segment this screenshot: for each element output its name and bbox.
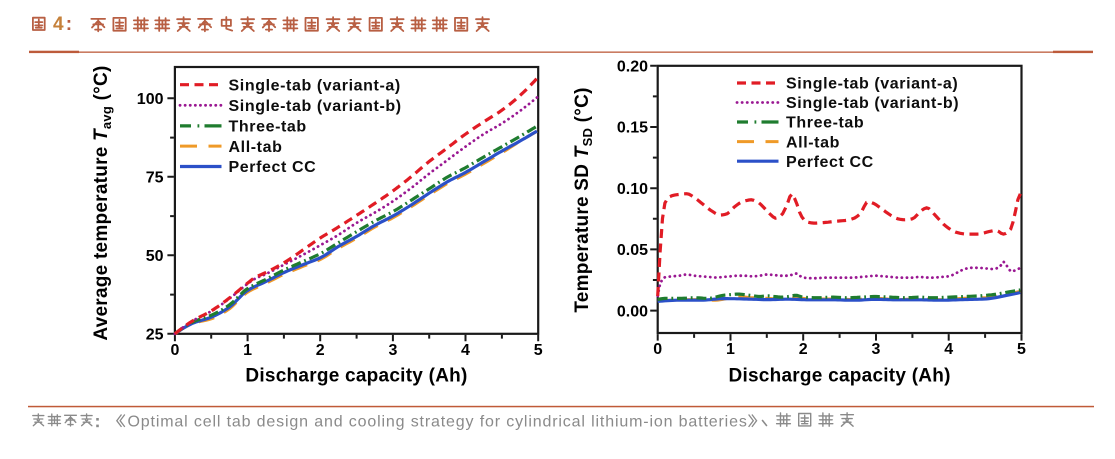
svg-text:Single-tab (variant-a): Single-tab (variant-a) <box>229 77 401 94</box>
svg-text:Single-tab (variant-a): Single-tab (variant-a) <box>786 76 958 93</box>
svg-text:All-tab: All-tab <box>229 139 283 156</box>
svg-text:Optimal cell tab design and co: Optimal cell tab design and cooling stra… <box>128 413 748 430</box>
svg-text:0.15: 0.15 <box>617 120 648 137</box>
svg-text:0: 0 <box>170 342 179 359</box>
svg-text:0.05: 0.05 <box>617 242 648 259</box>
svg-text:1: 1 <box>726 341 735 358</box>
svg-text:2: 2 <box>799 341 808 358</box>
svg-text:Single-tab (variant-b): Single-tab (variant-b) <box>229 98 402 115</box>
svg-text:0.20: 0.20 <box>617 59 648 76</box>
svg-text:5: 5 <box>534 342 543 359</box>
svg-text:75: 75 <box>146 170 164 187</box>
svg-text:0: 0 <box>653 341 662 358</box>
svg-text:Temperature SD TSD (°C): Temperature SD TSD (°C) <box>572 87 595 312</box>
svg-text:25: 25 <box>146 327 164 344</box>
svg-text:Discharge capacity (Ah): Discharge capacity (Ah) <box>728 365 950 386</box>
svg-text:5: 5 <box>1017 341 1026 358</box>
svg-text:4: 4 <box>461 342 470 359</box>
svg-text:Perfect CC: Perfect CC <box>786 154 874 171</box>
svg-text:Single-tab (variant-b): Single-tab (variant-b) <box>786 95 959 112</box>
svg-text:0.00: 0.00 <box>617 303 648 320</box>
svg-text:Discharge capacity (Ah): Discharge capacity (Ah) <box>245 365 467 386</box>
svg-text::: : <box>66 14 72 35</box>
svg-text:4: 4 <box>944 341 953 358</box>
svg-text:50: 50 <box>146 248 164 265</box>
svg-text:All-tab: All-tab <box>786 134 840 151</box>
svg-text:Three-tab: Three-tab <box>786 115 864 132</box>
svg-text:0.10: 0.10 <box>617 181 648 198</box>
svg-text:2: 2 <box>316 342 325 359</box>
svg-text:3: 3 <box>872 341 881 358</box>
svg-text:Perfect CC: Perfect CC <box>229 159 317 176</box>
svg-text:4: 4 <box>53 14 64 35</box>
svg-text:Average temperature Tavg (°C): Average temperature Tavg (°C) <box>91 65 114 340</box>
svg-text:1: 1 <box>243 342 252 359</box>
svg-text:100: 100 <box>137 91 164 108</box>
svg-text:3: 3 <box>388 342 397 359</box>
svg-text:Three-tab: Three-tab <box>229 119 307 136</box>
